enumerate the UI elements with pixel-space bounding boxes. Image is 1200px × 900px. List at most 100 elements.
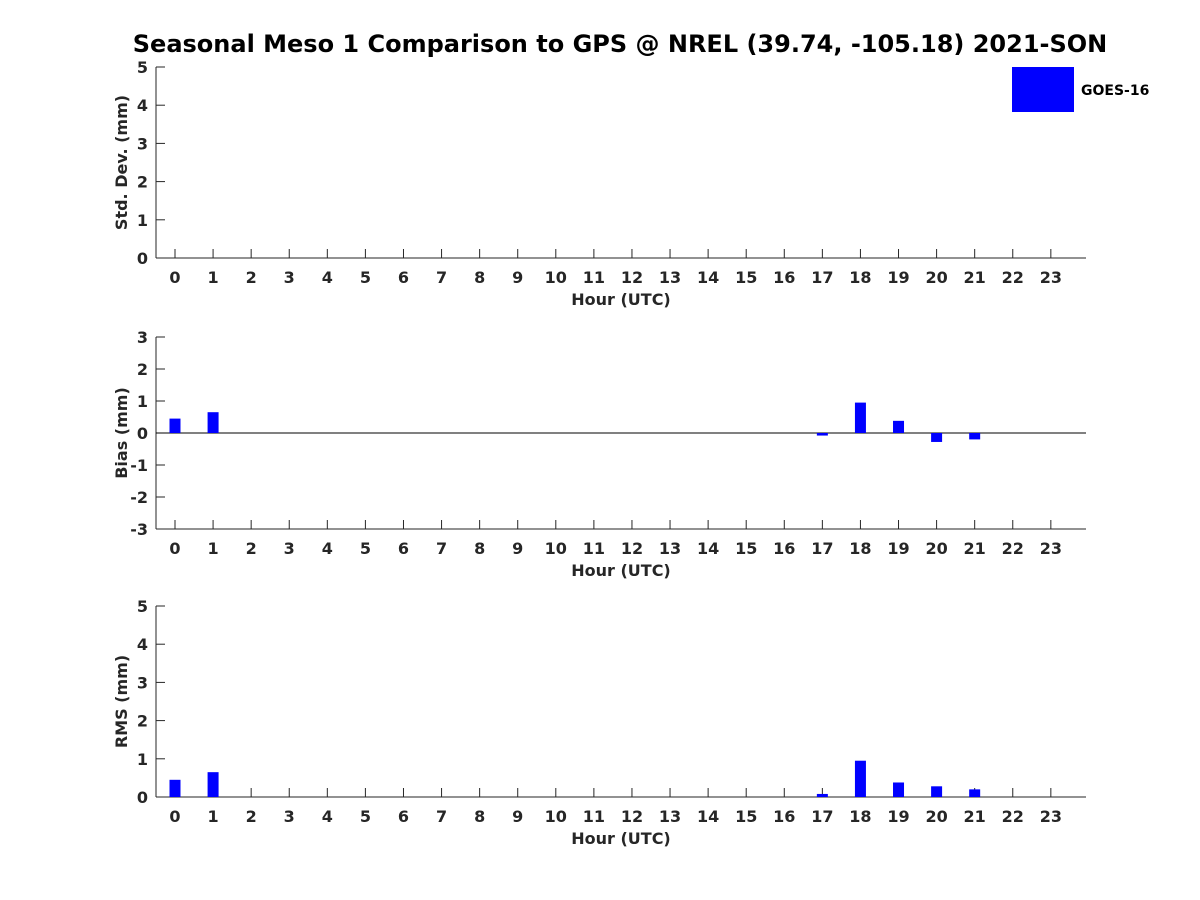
x-tick-label: 5 [360,539,371,558]
x-tick-label: 7 [436,539,447,558]
x-tick-label: 12 [621,807,643,826]
x-tick-label: 10 [545,539,567,558]
x-tick-label: 8 [474,268,485,287]
y-tick-label: 1 [137,211,148,230]
x-tick-label: 5 [360,807,371,826]
x-tick-label: 8 [474,539,485,558]
bar-hour-17 [816,433,828,436]
y-tick-label: 4 [137,635,148,654]
x-tick-label: 13 [659,807,681,826]
x-tick-label: 0 [169,268,180,287]
x-tick-label: 11 [583,268,605,287]
x-tick-label: 1 [208,268,219,287]
bar-hour-20 [931,786,943,797]
x-tick-label: 4 [322,807,333,826]
x-tick-label: 6 [398,539,409,558]
x-tick-label: 22 [1002,539,1024,558]
x-tick-label: 15 [735,539,757,558]
x-tick-label: 13 [659,268,681,287]
bar-hour-1 [207,772,219,797]
x-tick-label: 16 [773,539,795,558]
y-tick-label: 1 [137,750,148,769]
x-tick-label: 10 [545,807,567,826]
bar-hour-1 [207,412,219,433]
bar-hour-0 [169,418,181,433]
x-tick-label: 2 [246,807,257,826]
legend-label: GOES-16 [1081,83,1149,99]
x-tick-label: 23 [1040,268,1062,287]
y-tick-label: 0 [137,424,148,443]
x-tick-label: 17 [811,539,833,558]
y-tick-label: -1 [130,456,148,475]
x-tick-label: 10 [545,268,567,287]
x-tick-label: 16 [773,807,795,826]
bar-hour-21 [969,433,981,440]
x-tick-label: 1 [208,539,219,558]
y-tick-label: 0 [137,788,148,807]
x-tick-label: 6 [398,807,409,826]
x-tick-label: 15 [735,268,757,287]
x-tick-label: 0 [169,807,180,826]
bar-hour-20 [931,433,943,442]
x-tick-label: 12 [621,268,643,287]
bar-hour-0 [169,779,181,797]
y-tick-label: -2 [130,488,148,507]
x-tick-label: 3 [284,807,295,826]
x-tick-label: 14 [697,807,719,826]
y-tick-label: 5 [137,58,148,77]
legend-swatch [1012,67,1074,112]
x-tick-label: 9 [512,268,523,287]
x-tick-label: 17 [811,268,833,287]
x-tick-label: 3 [284,539,295,558]
y-tick-label: 4 [137,96,148,115]
x-tick-label: 9 [512,539,523,558]
x-tick-label: 5 [360,268,371,287]
x-tick-label: 6 [398,268,409,287]
y-tick-label: 1 [137,392,148,411]
x-tick-label: 18 [849,268,871,287]
x-tick-label: 8 [474,807,485,826]
x-tick-label: 20 [925,268,947,287]
y-tick-label: 0 [137,249,148,268]
x-tick-label: 4 [322,268,333,287]
y-axis-title: RMS (mm) [112,655,131,748]
bar-hour-19 [893,420,905,433]
y-tick-label: -3 [130,520,148,539]
x-axis-title: Hour (UTC) [571,290,671,309]
x-tick-label: 7 [436,807,447,826]
y-tick-label: 2 [137,712,148,731]
x-tick-label: 11 [583,807,605,826]
x-tick-label: 22 [1002,268,1024,287]
x-tick-label: 17 [811,807,833,826]
x-tick-label: 9 [512,807,523,826]
x-tick-label: 22 [1002,807,1024,826]
bar-hour-18 [854,760,866,797]
bar-hour-17 [816,793,828,797]
x-axis-title: Hour (UTC) [571,561,671,580]
x-tick-label: 3 [284,268,295,287]
x-axis-title: Hour (UTC) [571,829,671,848]
y-tick-label: 3 [137,328,148,347]
y-axis-title: Std. Dev. (mm) [112,95,131,230]
x-tick-label: 13 [659,539,681,558]
y-tick-label: 3 [137,134,148,153]
x-tick-label: 20 [925,807,947,826]
x-tick-label: 19 [887,539,909,558]
x-tick-label: 2 [246,539,257,558]
legend: GOES-16 [1012,67,1149,112]
x-tick-label: 12 [621,539,643,558]
x-tick-label: 11 [583,539,605,558]
x-tick-label: 19 [887,268,909,287]
x-tick-label: 21 [964,539,986,558]
x-tick-label: 14 [697,268,719,287]
y-tick-label: 2 [137,173,148,192]
x-tick-label: 23 [1040,807,1062,826]
x-tick-label: 18 [849,539,871,558]
bar-hour-18 [854,402,866,433]
bar-hour-19 [893,782,905,797]
